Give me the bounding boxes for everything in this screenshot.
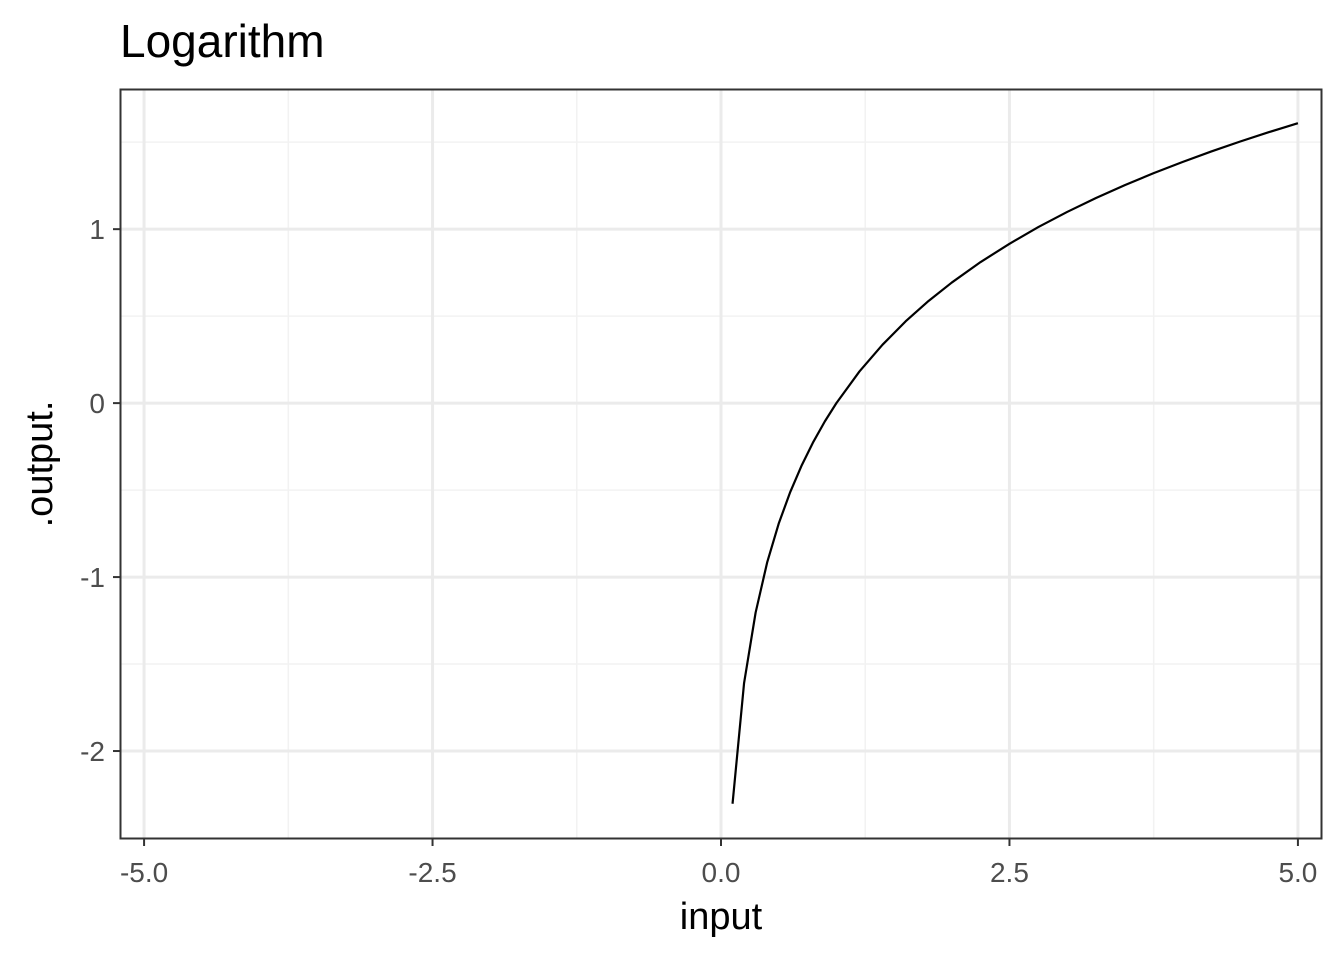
chart-title: Logarithm — [120, 15, 325, 67]
x-axis: -5.0 -2.5 0.0 2.5 5.0 — [120, 838, 1317, 888]
y-axis: -2 -1 0 1 — [80, 214, 121, 767]
x-tick-label: 2.5 — [990, 857, 1029, 888]
y-tick-label: 1 — [89, 214, 105, 245]
x-tick-label: 0.0 — [702, 857, 741, 888]
x-axis-title: input — [680, 896, 763, 938]
series-line-0 — [731, 122, 1299, 804]
x-tick-label: 5.0 — [1278, 857, 1317, 888]
y-tick-label: -2 — [80, 736, 105, 767]
y-tick-label: 0 — [89, 388, 105, 419]
x-tick-label: -2.5 — [408, 857, 456, 888]
grid-major — [121, 90, 1321, 838]
series-layer — [731, 122, 1299, 804]
x-tick-label: -5.0 — [120, 857, 168, 888]
y-axis-title: .output. — [19, 401, 61, 528]
y-tick-label: -1 — [80, 562, 105, 593]
